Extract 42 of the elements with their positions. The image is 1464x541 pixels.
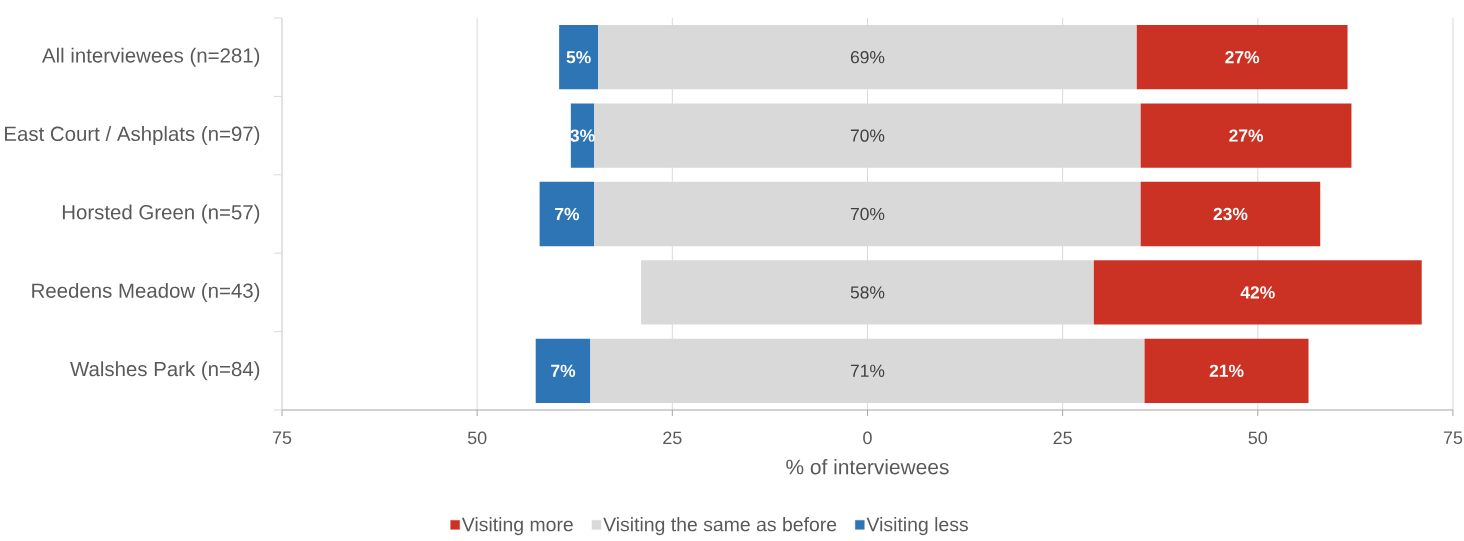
data-label: 7% [555, 207, 580, 221]
bar [598, 25, 1137, 90]
data-label: 21% [1209, 364, 1244, 377]
x-tick-label: 50 [467, 431, 487, 445]
data-label: 70% [850, 207, 885, 221]
x-tick-label: 0 [863, 431, 872, 445]
x-tick-label: 75 [1443, 431, 1463, 445]
data-label: 7% [551, 364, 576, 377]
legend-label: Visiting the same as before [603, 517, 837, 536]
y-tick-label: Walshes Park (n=84) [70, 361, 260, 381]
x-tick-label: 25 [1053, 431, 1072, 445]
data-label: 58% [850, 286, 885, 299]
bar [539, 181, 595, 247]
data-label: 27% [1229, 129, 1264, 142]
y-tick-label: All interviewees (n=281) [42, 47, 260, 67]
bar [594, 103, 1141, 168]
data-label: 70% [850, 129, 885, 142]
x-tick-label: 25 [663, 431, 682, 445]
bar [535, 338, 591, 403]
bar [559, 25, 599, 90]
legend-label: Visiting more [461, 517, 573, 536]
bar [1140, 181, 1321, 247]
y-tick-label: East Court / Ashplats (n=97) [5, 126, 260, 146]
data-label: 69% [850, 51, 885, 64]
bar [1093, 260, 1422, 325]
data-label: 71% [850, 364, 885, 377]
bar [594, 181, 1141, 247]
legend-label: Visiting less [866, 517, 968, 536]
bar [590, 338, 1145, 403]
x-tick-label: 50 [1248, 431, 1268, 445]
data-label: 5% [566, 51, 591, 64]
bar [1144, 338, 1309, 403]
y-tick-label: Horsted Green (n=57) [62, 204, 260, 224]
data-label: 27% [1225, 51, 1260, 64]
bar [1136, 25, 1348, 90]
bar [1140, 103, 1352, 168]
x-axis-title: % of interviewees [786, 459, 949, 475]
x-tick-label: 75 [272, 431, 292, 445]
y-tick-label: Reedens Meadow (n=43) [32, 282, 260, 302]
data-label: 23% [1213, 207, 1248, 221]
data-label: 42% [1240, 286, 1275, 299]
bar [641, 260, 1094, 325]
